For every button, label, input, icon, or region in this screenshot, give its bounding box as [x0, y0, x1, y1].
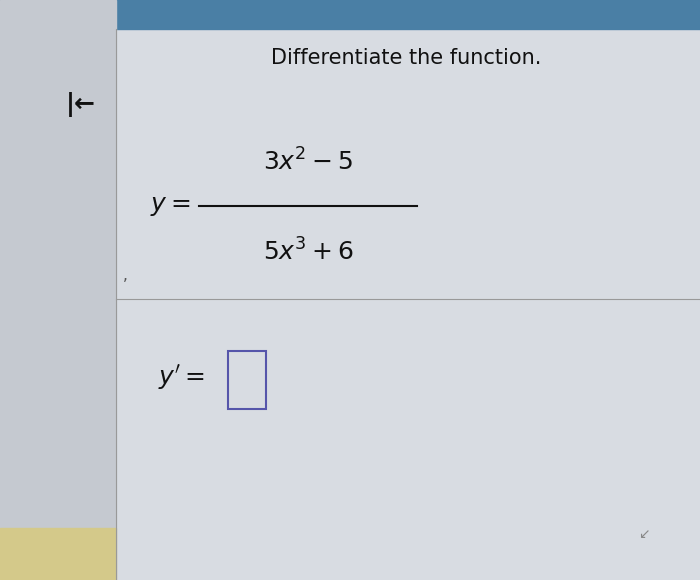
Text: ,: ,: [122, 268, 127, 283]
Text: $3x^2-5$: $3x^2-5$: [263, 149, 353, 176]
FancyBboxPatch shape: [228, 351, 266, 409]
Text: $y'=$: $y'=$: [158, 362, 204, 392]
Text: |←: |←: [66, 92, 95, 117]
Text: $y=$: $y=$: [150, 194, 191, 218]
Text: $5x^3+6$: $5x^3+6$: [262, 239, 354, 266]
Bar: [0, 528, 116, 580]
Bar: [0, 0, 116, 580]
Bar: [0, 0, 700, 29]
Text: Differentiate the function.: Differentiate the function.: [271, 48, 541, 68]
Text: ↙: ↙: [638, 527, 650, 541]
